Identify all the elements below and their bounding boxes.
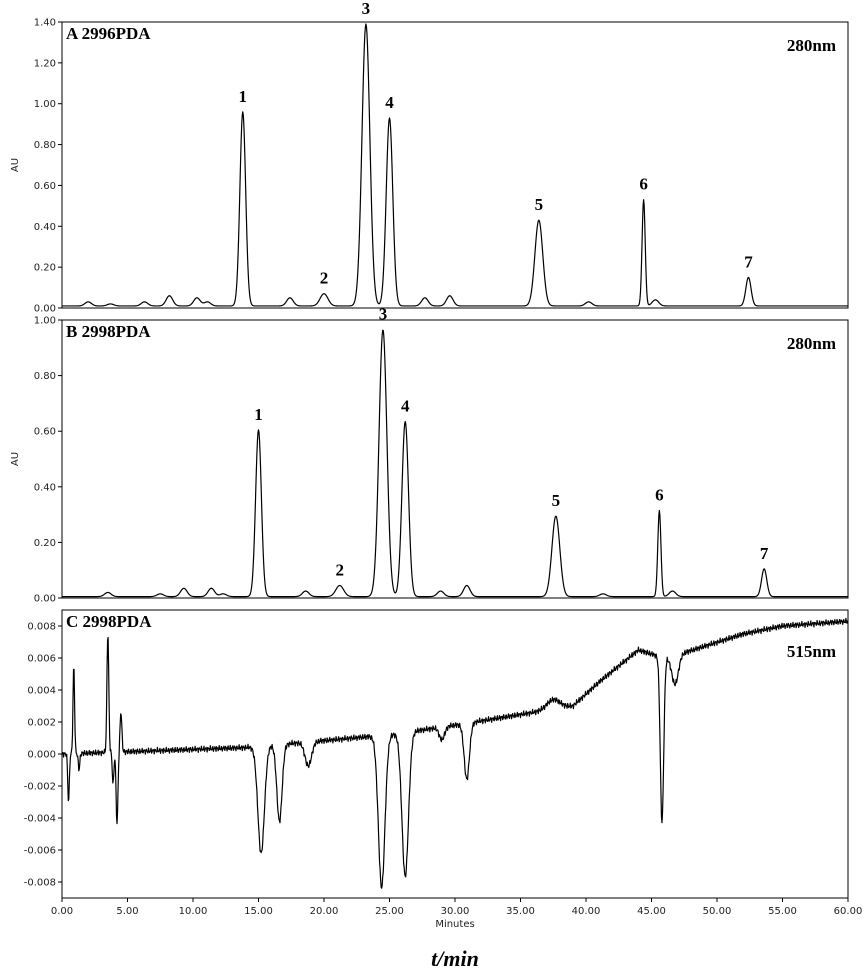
panel-title: B 2998PDA (66, 322, 151, 341)
time-axis-title: t/min (431, 946, 479, 971)
y-tick-label: 0.80 (34, 140, 56, 151)
y-tick-label: 0.00 (34, 594, 56, 605)
y-tick-label: 0.40 (34, 222, 56, 233)
y-tick-label: 1.40 (34, 18, 56, 29)
x-tick-label: 15.00 (244, 906, 273, 917)
x-tick-label: 5.00 (116, 906, 138, 917)
trace-line (61, 617, 849, 889)
peak-label-5: 5 (535, 195, 544, 214)
wavelength-label: 280nm (787, 36, 836, 55)
peak-label-7: 7 (760, 544, 769, 563)
y-tick-label: 0.008 (27, 622, 56, 633)
plot-frame (61, 319, 849, 599)
peak-label-3: 3 (362, 0, 371, 18)
trace-line (61, 23, 849, 307)
peak-label-6: 6 (639, 175, 648, 194)
panel-title: A 2996PDA (66, 24, 151, 43)
peak-label-2: 2 (335, 560, 344, 579)
wavelength-label: 515nm (787, 642, 836, 661)
y-tick-label: 0.60 (34, 181, 56, 192)
panel-a: 0.00 0.20 0.40 0.60 0.80 1.00 1.20 1.40 AU A 2996… (10, 0, 849, 315)
y-tick-label: 1.20 (34, 58, 56, 69)
x-tick-label: 50.00 (703, 906, 732, 917)
plot-frame (61, 609, 849, 899)
y-tick-label: 0.60 (34, 427, 56, 438)
peak-label-4: 4 (385, 93, 394, 112)
peak-label-1: 1 (254, 405, 263, 424)
panel-b: 0.00 0.20 0.40 0.60 0.80 1.00 AU B 2998PDA 280nm… (10, 305, 849, 605)
y-tick-label: 1.00 (34, 316, 56, 327)
peak-label-2: 2 (320, 269, 329, 288)
y-tick-label: 0.20 (34, 538, 56, 549)
plot-frame (61, 21, 849, 309)
peak-label-1: 1 (239, 87, 248, 106)
wavelength-label: 280nm (787, 334, 836, 353)
y-tick-label: 0.80 (34, 371, 56, 382)
peak-label-4: 4 (401, 396, 410, 415)
y-tick-label: -0.004 (24, 814, 56, 825)
peak-label-7: 7 (744, 252, 753, 271)
y-axis-title: AU (10, 452, 21, 466)
y-axis-title: AU (10, 158, 21, 172)
y-tick-label: 1.00 (34, 99, 56, 110)
panel-c: -0.008-0.006-0.004-0.0020.0000.0020.0040… (24, 609, 863, 930)
y-tick-label: -0.002 (24, 782, 56, 793)
trace-line (61, 329, 849, 598)
x-tick-label: 40.00 (572, 906, 601, 917)
y-tick-label: -0.006 (24, 846, 56, 857)
x-tick-label: 35.00 (506, 906, 535, 917)
panel-title: C 2998PDA (66, 612, 152, 631)
x-tick-label: 20.00 (310, 906, 339, 917)
y-tick-label: 0.000 (27, 750, 56, 761)
peak-label-3: 3 (379, 305, 388, 324)
y-tick-label: 0.002 (27, 718, 56, 729)
y-tick-label: -0.008 (24, 878, 56, 889)
y-tick-label: 0.00 (34, 304, 56, 315)
y-tick-label: 0.004 (27, 686, 56, 697)
y-tick-label: 0.006 (27, 654, 56, 665)
x-tick-label: 0.00 (51, 906, 73, 917)
x-tick-label: 10.00 (179, 906, 208, 917)
x-tick-label: 60.00 (834, 906, 863, 917)
y-tick-label: 0.20 (34, 263, 56, 274)
peak-label-6: 6 (655, 485, 664, 504)
x-tick-label: 30.00 (441, 906, 470, 917)
x-tick-label: 45.00 (637, 906, 666, 917)
peak-label-5: 5 (552, 491, 561, 510)
x-tick-label: 25.00 (375, 906, 404, 917)
x-axis-title: Minutes (435, 919, 474, 930)
y-tick-label: 0.40 (34, 482, 56, 493)
x-tick-label: 55.00 (768, 906, 797, 917)
